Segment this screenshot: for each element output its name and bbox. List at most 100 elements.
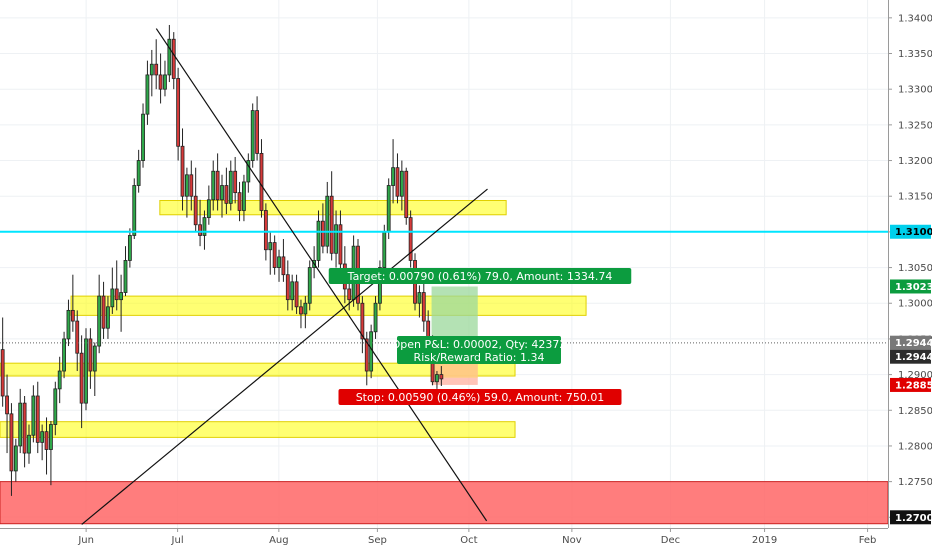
long-position-tool[interactable] xyxy=(431,286,478,385)
price-badge xyxy=(890,279,931,294)
candle-body xyxy=(123,260,128,293)
candle-body xyxy=(88,338,93,372)
stop-label: Stop: 0.00590 (0.46%) 59.0, Amount: 750.… xyxy=(356,391,605,404)
price-badge-label: 1.29447 xyxy=(895,338,932,349)
candle-body xyxy=(364,338,369,372)
candle-body xyxy=(347,288,352,301)
support-resistance-zones xyxy=(0,199,889,525)
price-badge-label: 1.28855 xyxy=(895,380,932,391)
candlestick-series xyxy=(0,24,444,496)
candle-body xyxy=(382,231,387,268)
candle-body xyxy=(84,338,88,404)
candle-body xyxy=(211,170,216,201)
sr-zone xyxy=(0,362,516,377)
candle-body xyxy=(5,395,9,415)
candle-body xyxy=(57,370,62,390)
demand-zone xyxy=(0,481,889,525)
candle-body xyxy=(106,306,110,329)
candle-body xyxy=(35,395,40,443)
time-axis[interactable]: Jun Jul Aug Sep Oct Nov Dec 2019 Feb xyxy=(0,528,888,546)
candle-body xyxy=(185,174,189,197)
candle-body xyxy=(145,74,150,115)
x-tick-label: Nov xyxy=(562,535,582,546)
position-callouts: Target: 0.00790 (0.61%) 79.0, Amount: 13… xyxy=(328,268,632,405)
candle-body xyxy=(136,160,141,186)
candle-body xyxy=(272,242,277,268)
candle-body xyxy=(290,281,295,301)
target-label: Target: 0.00790 (0.61%) 79.0, Amount: 13… xyxy=(347,270,613,283)
candle-body xyxy=(167,38,172,76)
candle-body xyxy=(277,256,281,268)
candle-body xyxy=(193,195,198,226)
candle-body xyxy=(70,309,75,322)
candle-body xyxy=(386,185,391,233)
y-tick-label: 1.32000 xyxy=(898,156,932,167)
pnl-callout-box xyxy=(397,336,561,364)
candle-body xyxy=(246,160,251,183)
candle-body xyxy=(378,267,382,304)
candle-body xyxy=(141,113,145,161)
candle-body xyxy=(391,167,395,186)
candle-body xyxy=(202,217,207,236)
grid xyxy=(0,0,888,528)
price-badge-label: 1.29445 xyxy=(895,352,932,363)
candle-body xyxy=(373,302,378,333)
candle-body xyxy=(263,210,268,251)
price-axis[interactable]: 1.34000 1.33500 1.33000 1.32500 1.32000 1.315… xyxy=(888,0,932,550)
candle-body xyxy=(9,413,14,472)
candle-body xyxy=(303,302,308,315)
y-tick-label: 1.28000 xyxy=(898,441,932,452)
price-badge-label: 1.30235 xyxy=(895,282,932,293)
trend-line-descending xyxy=(155,28,488,522)
candle-body xyxy=(158,74,163,90)
candle-body xyxy=(53,388,58,425)
candle-body xyxy=(237,192,242,211)
candle-body xyxy=(92,345,97,372)
candle-body xyxy=(360,302,365,340)
price-axis-background xyxy=(888,0,932,550)
candle-body xyxy=(206,199,211,219)
candle-body xyxy=(110,288,115,308)
candle-body xyxy=(395,167,400,197)
candle-body xyxy=(268,242,273,251)
candle-body xyxy=(40,431,45,443)
candle-body xyxy=(49,424,53,450)
candle-body xyxy=(439,374,444,380)
candle-body xyxy=(316,220,321,261)
candle-body xyxy=(44,431,49,450)
candle-body xyxy=(22,402,27,454)
candle-body xyxy=(97,295,102,347)
y-tick-label: 1.33500 xyxy=(898,49,932,60)
candle-body xyxy=(281,256,286,276)
candle-body xyxy=(242,181,246,211)
candle-body xyxy=(18,402,23,447)
candle-body xyxy=(285,274,290,301)
candle-body xyxy=(325,195,330,247)
candle-body xyxy=(329,195,334,254)
candle-body xyxy=(299,306,303,315)
price-badge-label: 1.27000 xyxy=(895,513,932,524)
target-label-box xyxy=(328,268,632,284)
candle-body xyxy=(189,174,194,197)
candle-body xyxy=(233,170,238,194)
candle-body xyxy=(119,292,124,301)
candle-body xyxy=(294,281,299,308)
candle-body xyxy=(66,309,71,340)
price-badge xyxy=(890,335,931,350)
candle-body xyxy=(307,267,312,304)
candle-body xyxy=(180,145,185,197)
candle-body xyxy=(163,74,167,90)
price-badge xyxy=(890,377,931,392)
candle-body xyxy=(408,217,413,261)
candle-body xyxy=(220,185,224,201)
candle-body xyxy=(114,288,119,301)
y-tick-label: 1.27500 xyxy=(898,477,932,488)
candle-body xyxy=(228,170,233,204)
candle-body xyxy=(369,331,374,372)
candle-body xyxy=(399,170,404,197)
x-tick-label: Aug xyxy=(269,535,289,546)
y-tick-label: 1.32500 xyxy=(898,120,932,131)
candle-body xyxy=(171,38,176,79)
